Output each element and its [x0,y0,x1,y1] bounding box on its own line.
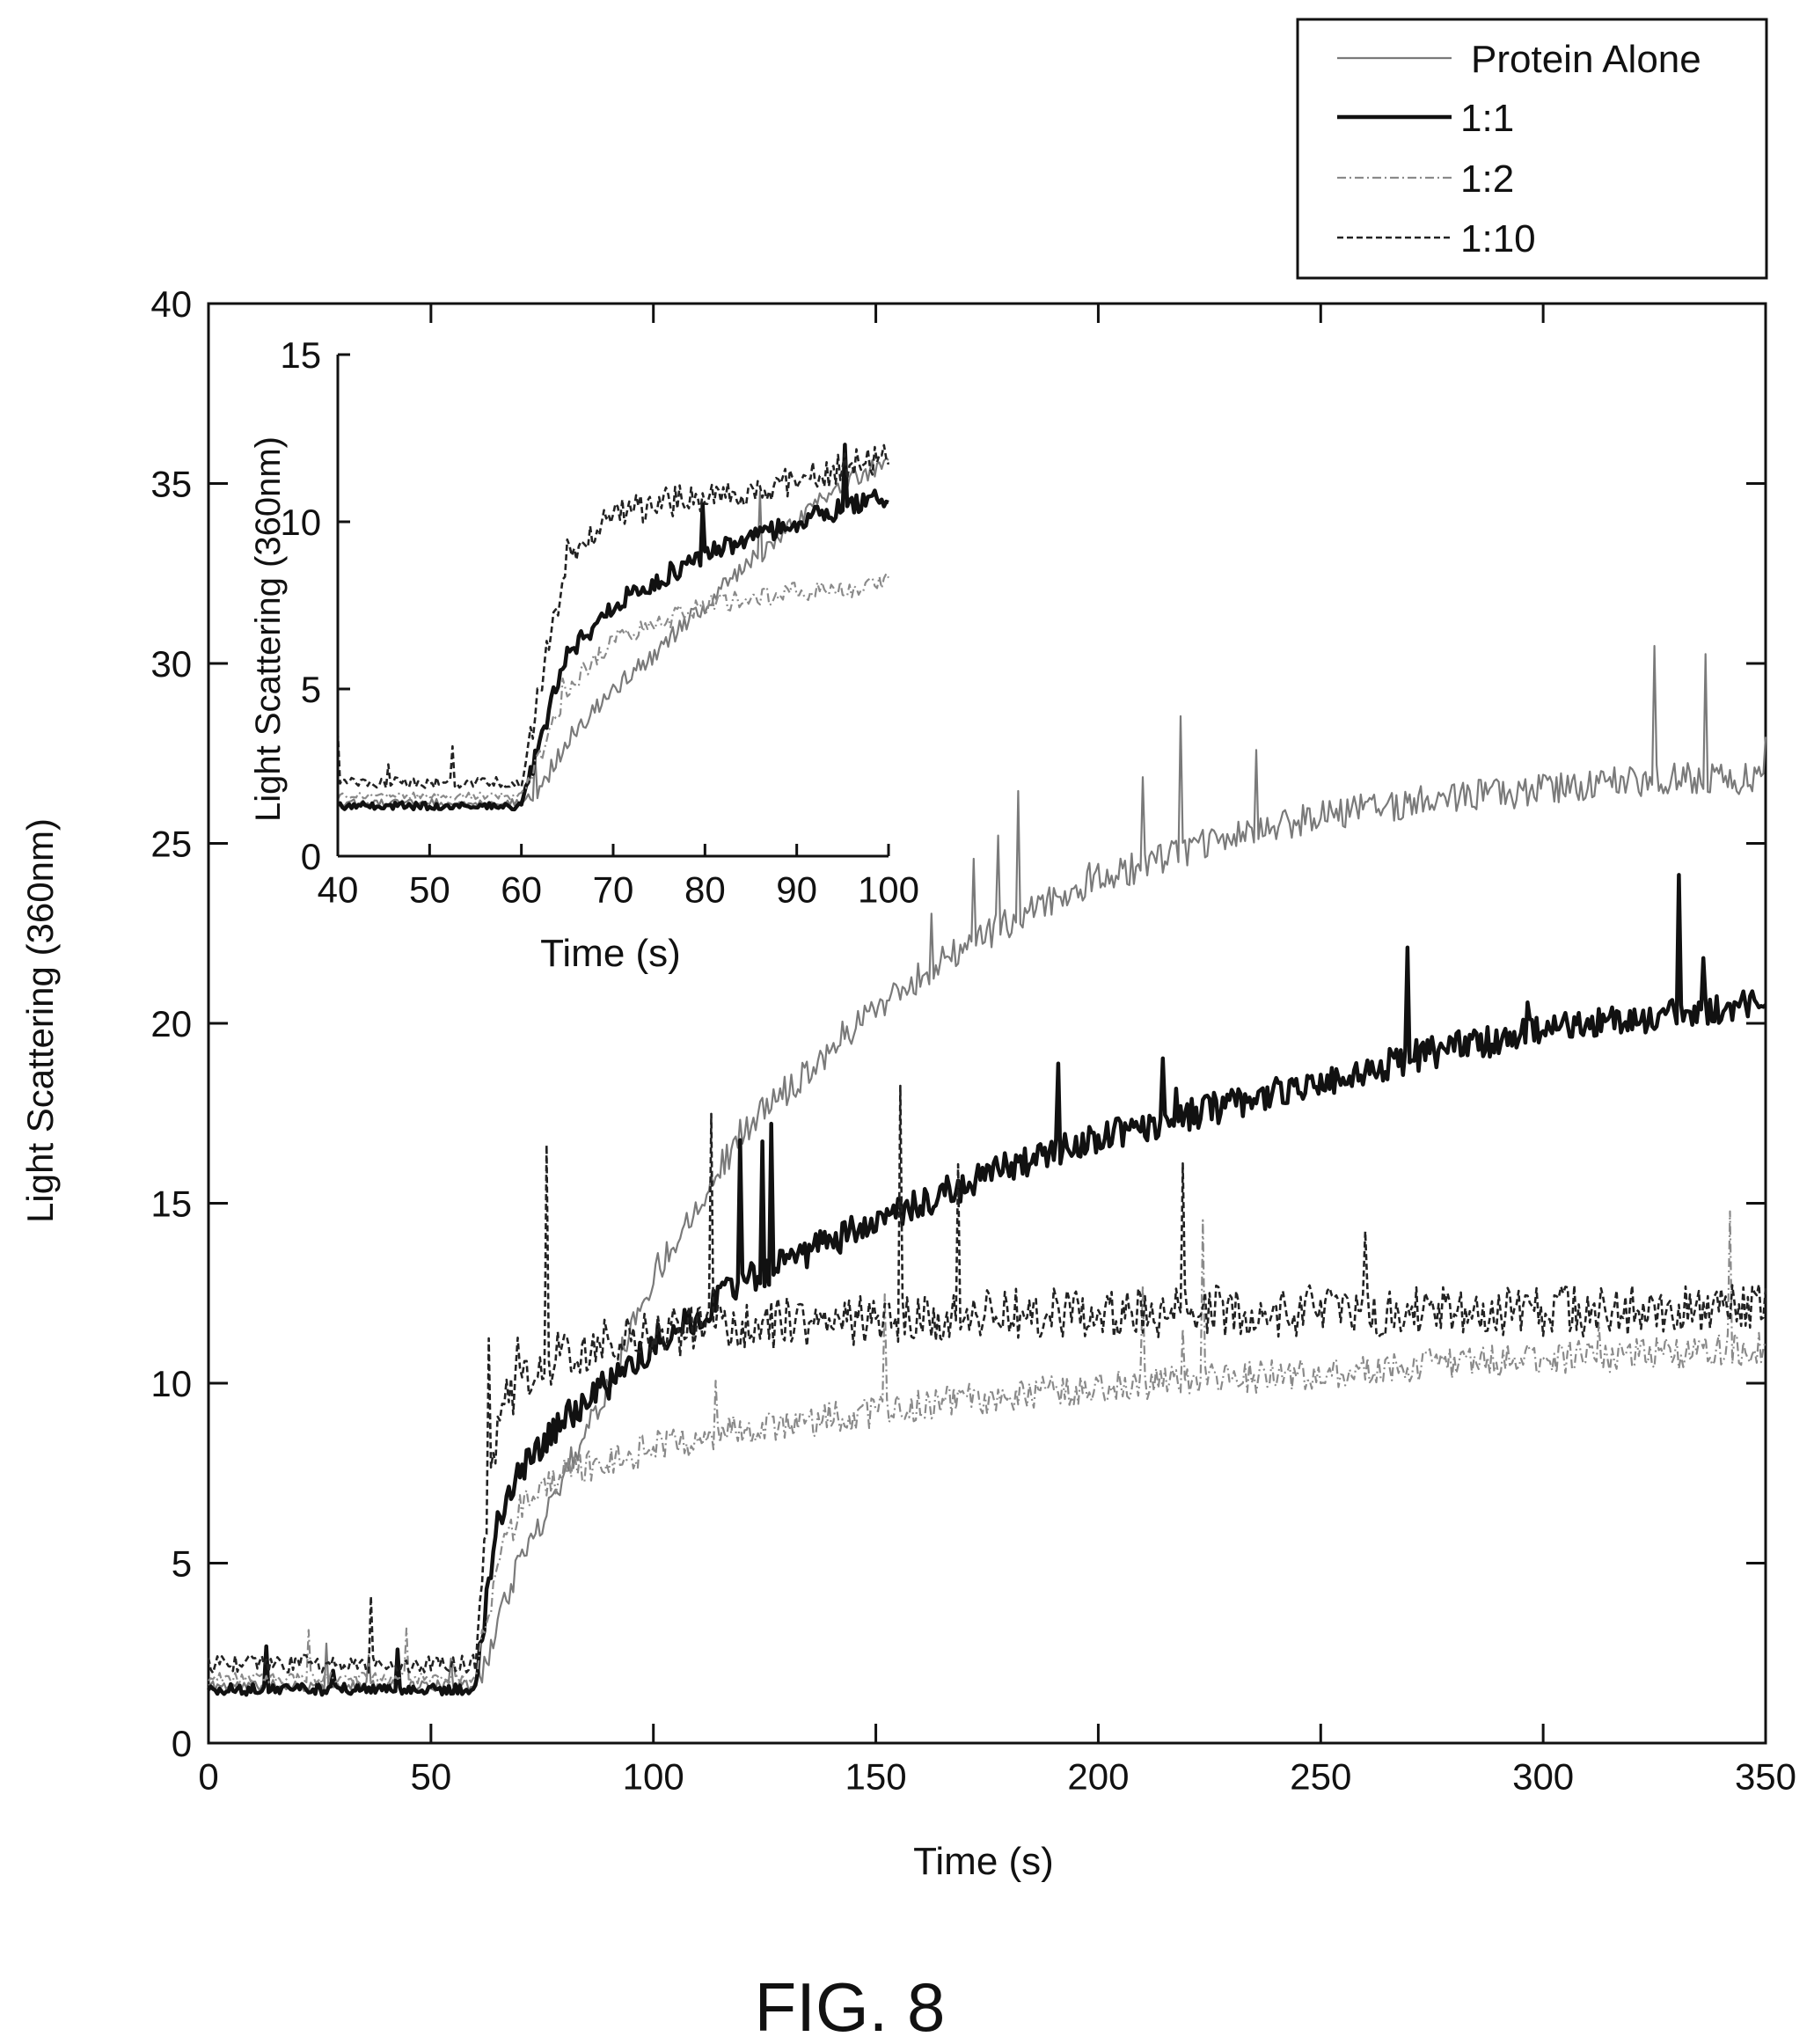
main-x-tick-label: 350 [1735,1756,1796,1798]
main-series-1-10 [207,1084,1767,1674]
inset-y-ticks: 0 5 10 15 [280,334,350,877]
figure-caption: FIG. 8 [755,1968,946,2044]
inset-x-tick-label: 50 [409,869,450,911]
main-y-tick-label: 10 [150,1363,192,1404]
inset-y-tick-label: 15 [280,334,321,376]
inset-x-tick-label: 70 [593,869,634,911]
inset-series-group [336,443,890,812]
legend-label-1-1: 1:1 [1460,97,1514,140]
main-series-1-1 [207,873,1767,1697]
legend-label-protein-alone: Protein Alone [1471,38,1701,81]
main-y-tick-label: 30 [150,643,192,685]
legend-label-1-2: 1:2 [1460,158,1514,201]
legend: Protein Alone 1:1 1:2 1:10 [1296,18,1768,280]
main-x-tick-label: 250 [1290,1756,1351,1798]
inset-chart: 40 50 60 70 80 90 100 0 5 10 15 Time (s) Light Sc… [249,334,919,975]
main-series-1-2 [208,1210,1767,1685]
main-x-tick-label: 200 [1067,1756,1129,1798]
main-series-protein-alone [208,645,1767,1693]
main-y-tick-label: 35 [150,464,192,505]
inset-y-tick-label: 5 [301,669,321,710]
main-y-tick-label: 15 [150,1183,192,1225]
main-y-tick-label: 5 [172,1543,192,1585]
main-y-tick-label: 0 [172,1723,192,1764]
legend-box [1296,18,1768,280]
inset-y-axis-title: Light Scattering (360nm) [249,436,288,822]
inset-x-tick-label: 80 [684,869,726,911]
main-y-ticks: 0 5 10 15 20 25 30 35 40 [150,283,1766,1764]
inset-x-tick-label: 90 [776,869,817,911]
main-y-tick-label: 25 [150,824,192,865]
inset-x-tick-label: 40 [318,869,359,911]
main-x-tick-label: 50 [410,1756,451,1798]
main-x-ticks: 0 50 100 150 200 250 300 350 [198,304,1796,1798]
inset-x-axis-title: Time (s) [540,932,681,975]
legend-label-1-10: 1:10 [1460,217,1536,260]
main-y-axis-title: Light Scattering (360nm) [19,818,61,1223]
main-x-axis-title: Time (s) [913,1840,1054,1883]
main-x-tick-label: 300 [1512,1756,1574,1798]
inset-series-1-2 [337,572,889,801]
main-x-tick-label: 100 [623,1756,684,1798]
main-x-tick-label: 150 [845,1756,907,1798]
main-series-group [207,645,1767,1697]
main-x-tick-label: 0 [198,1756,218,1798]
inset-y-tick-label: 0 [301,836,321,877]
main-y-tick-label: 20 [150,1003,192,1044]
legend-entries: Protein Alone 1:1 1:2 1:10 [1337,38,1701,260]
inset-x-tick-label: 60 [501,869,542,911]
inset-x-tick-label: 100 [858,869,919,911]
main-y-tick-label: 40 [150,283,192,325]
inset-background [338,355,889,856]
inset-x-ticks: 40 50 60 70 80 90 100 [318,844,919,911]
inset-series-1-1 [336,443,889,812]
inset-y-tick-label: 10 [280,502,321,543]
